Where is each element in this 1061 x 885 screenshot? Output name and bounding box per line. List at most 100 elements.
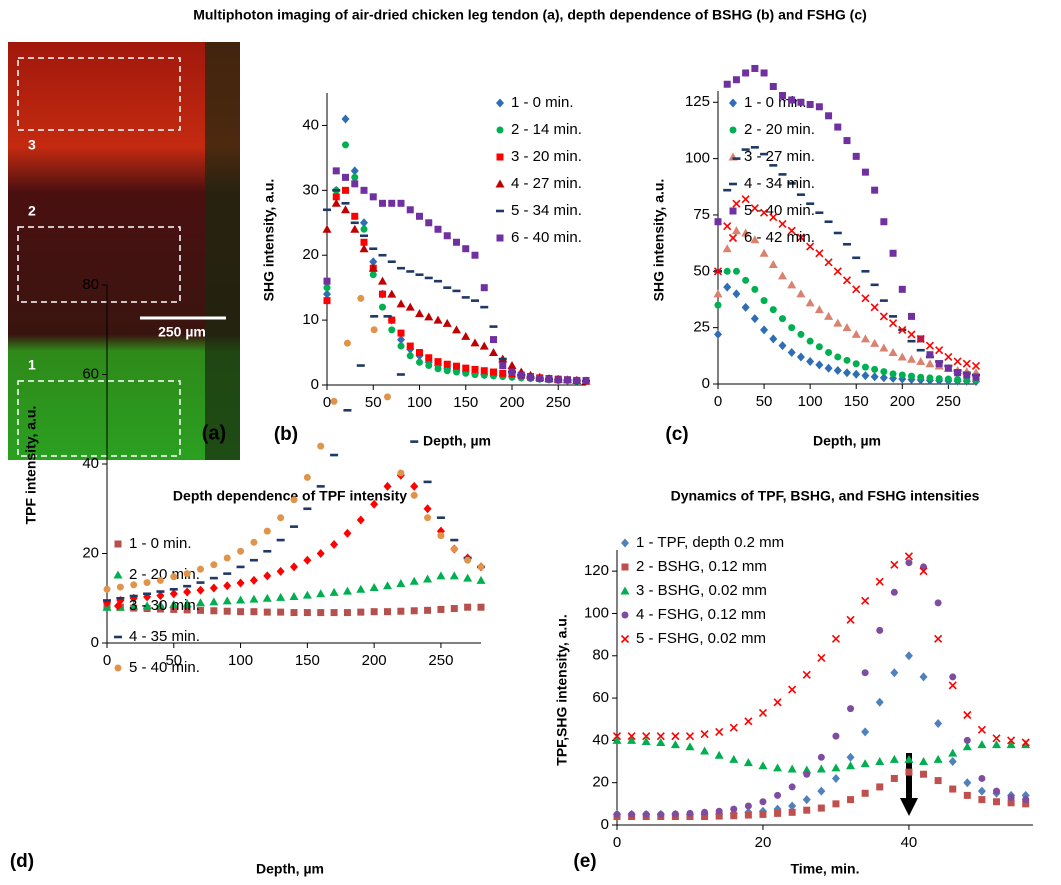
- marker: [434, 365, 442, 373]
- marker: [290, 496, 298, 504]
- marker: [833, 365, 842, 375]
- marker: [686, 809, 694, 817]
- marker: [954, 369, 962, 377]
- marker: [536, 375, 544, 383]
- marker: [397, 469, 405, 477]
- marker: [815, 103, 823, 111]
- marker: [359, 244, 369, 253]
- marker: [397, 266, 405, 270]
- marker: [876, 783, 884, 791]
- marker: [759, 248, 769, 257]
- marker: [303, 555, 312, 565]
- x-tick-label: 0: [323, 394, 331, 411]
- marker: [277, 514, 285, 522]
- marker: [156, 591, 165, 601]
- marker: [437, 532, 445, 540]
- marker: [833, 267, 842, 276]
- marker: [993, 787, 1001, 795]
- marker: [1022, 796, 1030, 804]
- marker: [116, 583, 124, 591]
- marker: [824, 363, 833, 373]
- marker: [182, 599, 192, 608]
- marker: [397, 342, 405, 350]
- y-tick-label: 100: [584, 604, 609, 621]
- marker: [437, 605, 445, 613]
- marker: [861, 270, 870, 273]
- marker: [423, 480, 432, 484]
- marker: [424, 514, 432, 522]
- marker: [222, 596, 232, 605]
- marker: [949, 785, 957, 793]
- legend-label: 6 - 40 min.: [511, 229, 582, 246]
- marker: [323, 289, 331, 299]
- marker: [904, 754, 914, 763]
- marker: [507, 361, 517, 370]
- marker: [545, 375, 553, 383]
- marker: [415, 309, 424, 318]
- marker: [815, 249, 824, 258]
- legend-marker: [729, 207, 737, 215]
- marker: [963, 778, 972, 788]
- marker: [904, 552, 913, 561]
- marker: [852, 360, 860, 368]
- marker: [360, 238, 368, 246]
- marker: [103, 585, 111, 593]
- marker: [788, 96, 796, 104]
- marker: [870, 303, 879, 312]
- marker: [470, 338, 480, 347]
- marker: [170, 605, 178, 613]
- marker: [424, 606, 432, 614]
- marker: [908, 312, 915, 320]
- legend-label: 2 - 20 min.: [744, 121, 815, 138]
- legend-label: 4 - FSHG, 0.12 mm: [636, 606, 766, 623]
- roi-box: [17, 226, 181, 303]
- marker: [732, 157, 741, 160]
- marker: [356, 364, 365, 367]
- marker: [714, 329, 722, 339]
- marker: [209, 576, 218, 580]
- legend-marker: [728, 233, 738, 243]
- marker: [263, 571, 272, 581]
- x-tick-label: 100: [798, 393, 823, 410]
- marker: [851, 329, 861, 338]
- marker: [925, 341, 934, 350]
- marker: [1006, 740, 1016, 749]
- marker: [948, 681, 957, 690]
- marker: [949, 673, 957, 681]
- marker: [714, 301, 722, 309]
- marker: [919, 757, 929, 766]
- marker: [396, 299, 406, 308]
- marker: [701, 808, 709, 816]
- marker: [360, 234, 368, 238]
- marker: [368, 263, 378, 272]
- marker: [323, 297, 331, 305]
- marker: [787, 182, 796, 185]
- marker: [834, 353, 842, 361]
- marker: [759, 798, 767, 806]
- legend-marker: [495, 179, 505, 188]
- marker: [156, 605, 164, 613]
- marker: [769, 164, 778, 167]
- marker: [369, 193, 377, 201]
- marker: [750, 235, 760, 244]
- marker: [700, 746, 710, 755]
- marker: [751, 64, 759, 72]
- marker: [450, 605, 458, 613]
- marker: [962, 359, 971, 368]
- marker: [723, 188, 732, 192]
- marker: [462, 364, 470, 372]
- marker: [803, 770, 811, 778]
- marker: [842, 276, 852, 285]
- marker: [908, 372, 915, 380]
- marker: [424, 312, 434, 321]
- marker: [103, 599, 111, 602]
- marker: [612, 735, 622, 744]
- marker: [343, 609, 351, 617]
- marker: [993, 798, 1001, 806]
- marker: [424, 276, 433, 280]
- marker: [916, 334, 925, 343]
- x-tick-label: 50: [365, 394, 382, 411]
- marker: [425, 362, 433, 370]
- marker: [262, 593, 272, 602]
- marker: [223, 554, 231, 562]
